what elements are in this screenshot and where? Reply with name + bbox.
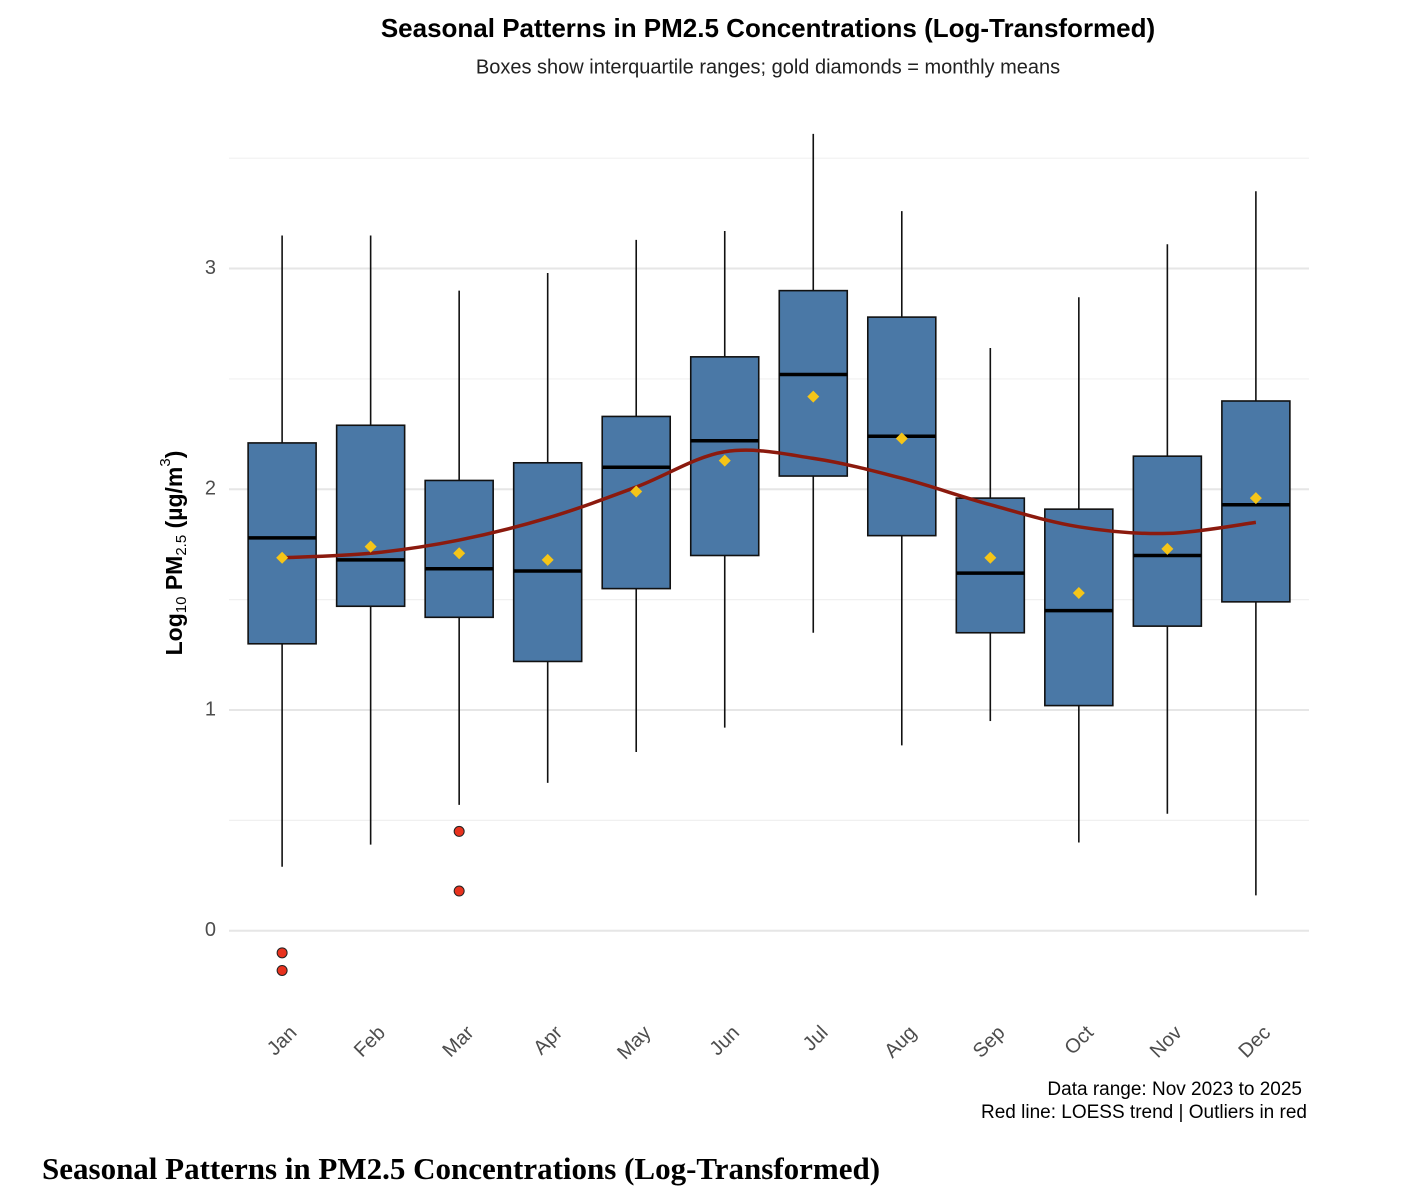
box — [778, 289, 849, 477]
outlier — [276, 964, 288, 976]
caption-line: Data range: Nov 2023 to 2025 — [1047, 1079, 1302, 1100]
x-tick-label: Jan — [263, 1022, 301, 1060]
figure-caption: Seasonal Patterns in PM2.5 Concentration… — [42, 1151, 880, 1186]
y-tick-label: 2 — [205, 478, 216, 500]
mean-diamond — [1249, 492, 1262, 505]
y-label-part: ) — [161, 451, 187, 459]
x-tick-label: Jun — [706, 1022, 744, 1060]
box — [601, 415, 672, 590]
mean-diamond — [364, 540, 377, 553]
y-axis-label: Log10 PM2.5 (µg/m3) — [157, 451, 190, 656]
y-label-part: 2.5 — [173, 535, 190, 556]
x-tick-label: Oct — [1061, 1021, 1099, 1059]
mean-diamond — [630, 485, 643, 498]
outlier — [453, 825, 465, 837]
box — [955, 497, 1026, 634]
mean-diamond — [984, 551, 997, 564]
y-tick-label: 0 — [205, 919, 216, 941]
mean-diamond — [807, 390, 820, 403]
y-label-part: (µg/m — [161, 467, 187, 535]
y-tick-label: 3 — [205, 257, 216, 279]
x-tick-label: Dec — [1234, 1022, 1275, 1063]
mean-diamond — [541, 553, 554, 566]
x-tick-label: May — [613, 1022, 655, 1064]
y-label-part: 3 — [157, 458, 174, 466]
box — [1044, 508, 1114, 707]
x-tick-label: Jul — [799, 1022, 833, 1056]
box — [247, 442, 317, 645]
y-label-part: Log — [161, 613, 187, 655]
trend-line — [282, 448, 1257, 560]
y-label-part: PM — [161, 556, 187, 597]
box — [866, 316, 937, 537]
box — [335, 424, 406, 608]
x-tick-label: Aug — [880, 1022, 921, 1063]
x-tick-label: Nov — [1146, 1022, 1187, 1063]
mean-diamond — [895, 432, 908, 445]
y-label-part: 10 — [173, 597, 190, 614]
mean-diamond — [1072, 587, 1085, 600]
mean-diamond — [276, 551, 289, 564]
chart-title: Seasonal Patterns in PM2.5 Concentration… — [381, 13, 1155, 43]
box — [1132, 455, 1203, 627]
x-tick-label: Apr — [529, 1021, 567, 1059]
outlier — [453, 885, 465, 897]
x-tick-label: Feb — [350, 1022, 390, 1062]
mean-diamond — [718, 454, 731, 467]
x-tick-label: Mar — [439, 1021, 479, 1061]
y-tick-label: 1 — [205, 698, 216, 720]
caption-line: Red line: LOESS trend | Outliers in red — [981, 1102, 1307, 1123]
outlier — [276, 947, 288, 959]
chart-subtitle: Boxes show interquartile ranges; gold di… — [476, 56, 1060, 78]
mean-diamond — [453, 547, 466, 560]
x-tick-label: Sep — [969, 1022, 1010, 1063]
mean-diamond — [1161, 542, 1174, 555]
